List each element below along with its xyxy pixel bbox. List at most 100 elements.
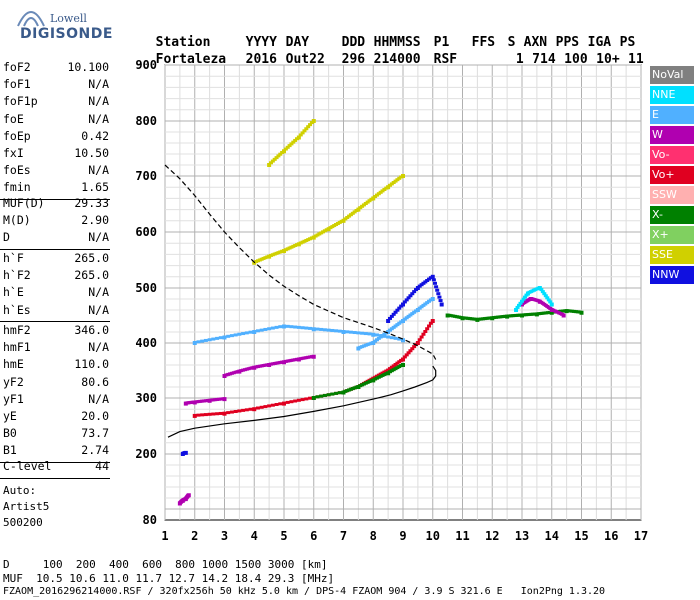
- trace-point: [430, 319, 435, 323]
- trace-point: [218, 411, 223, 415]
- trace-point: [293, 325, 298, 329]
- param-name: h`E: [3, 285, 24, 300]
- param-row: foF1p N/A: [3, 94, 109, 111]
- trace-point: [515, 305, 520, 309]
- param-name: hmF2: [3, 323, 31, 337]
- param-row: foEs N/A: [3, 163, 109, 180]
- trace-point: [334, 329, 339, 333]
- trace-point: [274, 156, 279, 160]
- trace-point: [360, 331, 365, 335]
- hdr-value-day: Out22: [285, 52, 325, 67]
- trace-point: [311, 327, 316, 332]
- trace-point: [410, 347, 415, 351]
- trace-point: [431, 278, 436, 282]
- hdr-label-yyyy: YYYY: [245, 35, 277, 50]
- param-value: 29.33: [74, 196, 109, 210]
- trace-point: [326, 393, 331, 397]
- trace-point: [412, 345, 417, 349]
- trace-point: [521, 297, 526, 301]
- trace-point: [311, 235, 316, 240]
- param-row: foF2 10.100: [3, 60, 109, 77]
- clevel-name: C-level: [3, 459, 52, 473]
- param-value: 2.74: [81, 443, 109, 458]
- trace-point: [326, 328, 331, 332]
- trace-early: [180, 450, 188, 456]
- trace-point: [207, 338, 212, 342]
- legend-item-x: X+: [650, 226, 694, 244]
- trace-point: [371, 196, 376, 201]
- trace-point: [308, 396, 313, 400]
- legend-item-e: E: [650, 106, 694, 124]
- trace-point: [352, 331, 357, 335]
- clevel-value: 44: [95, 459, 109, 473]
- trace-point: [545, 296, 550, 300]
- param-value: 265.0: [74, 268, 109, 283]
- param-row: hmE 110.0: [3, 357, 109, 374]
- trace-point: [546, 298, 551, 302]
- trace-point: [259, 328, 264, 332]
- x-tick-label: 2: [191, 529, 198, 543]
- trace-point: [391, 312, 396, 316]
- param-row: h`Es N/A: [3, 303, 109, 320]
- trace-point: [241, 408, 246, 412]
- x-tick-label: 16: [604, 529, 618, 543]
- footer-file-info: FZAOM_2016296214000.RSF / 320fx256h 50 k…: [3, 586, 606, 597]
- hdr-label-axn: AXN: [523, 35, 548, 50]
- hdr-value-station: Fortaleza: [155, 52, 227, 67]
- trace-point: [200, 339, 205, 343]
- trace-point: [423, 330, 428, 333]
- trace-point: [270, 159, 275, 163]
- trace-point: [278, 152, 283, 156]
- digisonde-logo: Lowell DIGISONDE: [4, 4, 134, 50]
- trace-point: [302, 129, 307, 133]
- param-name: B1: [3, 443, 17, 458]
- legend-item-noval: NoVal: [650, 66, 694, 84]
- trace-point: [389, 336, 394, 340]
- x-tick-label: 13: [515, 529, 529, 543]
- trace-point: [371, 332, 376, 337]
- trace-point: [304, 127, 309, 131]
- param-row: foF1 N/A: [3, 77, 109, 94]
- y-tick-label: 700: [135, 169, 157, 183]
- trace-point: [386, 185, 391, 190]
- trace-point: [296, 398, 301, 402]
- trace-point: [229, 410, 234, 414]
- trace-point: [218, 336, 223, 340]
- trace-point: [296, 325, 301, 329]
- param-name: foE: [3, 111, 24, 126]
- trace-point: [315, 395, 320, 399]
- header-labels: Station YYYY DAY DDD HHMMSS P1 FFS S AXN PPS IGA PS: [140, 20, 644, 50]
- param-name: B0: [3, 426, 17, 441]
- trace-point: [196, 340, 201, 344]
- trace-point: [406, 296, 411, 300]
- trace-point: [425, 327, 430, 331]
- trace-point: [548, 300, 553, 304]
- trace-point: [203, 413, 208, 417]
- trace-point: [267, 404, 272, 408]
- trace-point: [255, 329, 260, 333]
- hdr-label-ddd: DDD: [341, 35, 366, 50]
- param-name: foF2: [3, 60, 31, 74]
- trace-point: [326, 227, 331, 232]
- param-name: yF1: [3, 391, 24, 406]
- trace-point: [226, 411, 231, 415]
- electron-density-profile: [167, 365, 437, 438]
- trace-point: [537, 286, 542, 290]
- param-value: N/A: [88, 302, 109, 317]
- trace-point: [196, 413, 201, 417]
- param-row: yF1 N/A: [3, 392, 109, 409]
- header-values: Fortaleza 2016 Out22 296 214000 RSF 1 714 100 10+…: [140, 37, 644, 67]
- clevel-row: C-level 44: [3, 459, 109, 476]
- param-value: 10.100: [67, 60, 109, 74]
- trace-point: [248, 330, 253, 334]
- param-name: h`F2: [3, 268, 31, 283]
- trace-point: [289, 325, 294, 329]
- legend-item-sse: SSE: [650, 246, 694, 264]
- trace-point: [263, 327, 268, 331]
- trace-point: [319, 327, 324, 331]
- trace-point: [293, 138, 298, 142]
- trace-far-echo-w: [520, 297, 566, 318]
- trace-point: [408, 294, 413, 298]
- x-tick-label: 5: [280, 529, 287, 543]
